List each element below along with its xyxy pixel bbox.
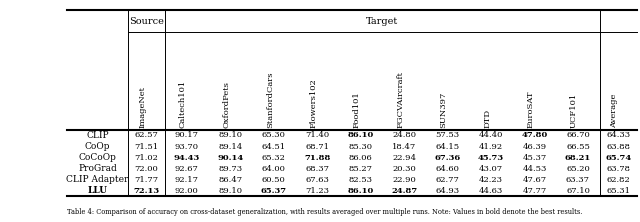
Text: 24.87: 24.87	[391, 187, 417, 195]
Text: 43.07: 43.07	[479, 165, 503, 173]
Text: 42.23: 42.23	[479, 176, 503, 184]
Text: 45.73: 45.73	[478, 154, 504, 162]
Text: 86.47: 86.47	[218, 176, 243, 184]
Text: 41.92: 41.92	[479, 143, 503, 151]
Text: UCF101: UCF101	[570, 92, 578, 128]
Text: Flowers102: Flowers102	[309, 78, 317, 128]
Text: 44.63: 44.63	[479, 187, 503, 195]
Text: Source: Source	[129, 17, 164, 26]
Text: 64.51: 64.51	[262, 143, 286, 151]
Text: 72.13: 72.13	[134, 187, 159, 195]
Text: 90.14: 90.14	[217, 154, 243, 162]
Text: EuroSAT: EuroSAT	[527, 90, 534, 128]
Text: 60.50: 60.50	[262, 176, 285, 184]
Text: Average: Average	[611, 93, 618, 128]
Text: 82.53: 82.53	[349, 176, 372, 184]
Text: 89.10: 89.10	[218, 131, 243, 139]
Text: 44.53: 44.53	[522, 165, 547, 173]
Text: 86.10: 86.10	[348, 187, 374, 195]
Text: 92.67: 92.67	[175, 165, 199, 173]
Text: 89.10: 89.10	[218, 187, 243, 195]
Text: Target: Target	[366, 17, 399, 26]
Text: 20.30: 20.30	[392, 165, 416, 173]
Text: 63.88: 63.88	[606, 143, 630, 151]
Text: 71.40: 71.40	[305, 131, 329, 139]
Text: ProGrad: ProGrad	[78, 164, 117, 173]
Text: 63.37: 63.37	[566, 176, 590, 184]
Text: ImageNet: ImageNet	[139, 86, 147, 128]
Text: 57.53: 57.53	[436, 131, 460, 139]
Text: StanfordCars: StanfordCars	[266, 71, 274, 128]
Text: 44.40: 44.40	[479, 131, 503, 139]
Text: 71.77: 71.77	[134, 176, 159, 184]
Text: Table 4: Comparison of accuracy on cross-dataset generalization, with results av: Table 4: Comparison of accuracy on cross…	[67, 208, 582, 216]
Text: 90.17: 90.17	[175, 131, 199, 139]
Text: 71.88: 71.88	[304, 154, 330, 162]
Text: 94.43: 94.43	[173, 154, 200, 162]
Text: 65.32: 65.32	[262, 154, 285, 162]
Text: 85.30: 85.30	[349, 143, 372, 151]
Text: 64.00: 64.00	[262, 165, 285, 173]
Text: 22.90: 22.90	[392, 176, 416, 184]
Text: CoCoOp: CoCoOp	[79, 153, 116, 162]
Text: 72.00: 72.00	[134, 165, 159, 173]
Text: DTD: DTD	[483, 109, 491, 128]
Text: LLU: LLU	[88, 186, 108, 195]
Text: 47.67: 47.67	[522, 176, 547, 184]
Text: 67.10: 67.10	[566, 187, 590, 195]
Text: 64.15: 64.15	[436, 143, 460, 151]
Text: 89.14: 89.14	[218, 143, 243, 151]
Text: 65.74: 65.74	[605, 154, 632, 162]
Text: FGCVAircraft: FGCVAircraft	[396, 71, 404, 128]
Text: 62.77: 62.77	[436, 176, 460, 184]
Text: 45.37: 45.37	[522, 154, 547, 162]
Text: 18.47: 18.47	[392, 143, 416, 151]
Text: 65.37: 65.37	[260, 187, 287, 195]
Text: 68.21: 68.21	[565, 154, 591, 162]
Text: 64.93: 64.93	[436, 187, 460, 195]
Text: 63.78: 63.78	[606, 165, 630, 173]
Text: 89.73: 89.73	[218, 165, 243, 173]
Text: 71.51: 71.51	[134, 143, 159, 151]
Text: 92.00: 92.00	[175, 187, 199, 195]
Text: 47.77: 47.77	[522, 187, 547, 195]
Text: 47.80: 47.80	[522, 131, 548, 139]
Text: 24.80: 24.80	[392, 131, 416, 139]
Text: 65.20: 65.20	[566, 165, 590, 173]
Text: 92.17: 92.17	[175, 176, 199, 184]
Text: 62.82: 62.82	[606, 176, 630, 184]
Text: 71.02: 71.02	[134, 154, 159, 162]
Text: OxfordPets: OxfordPets	[222, 81, 230, 128]
Text: CLIP: CLIP	[86, 131, 109, 140]
Text: 68.71: 68.71	[305, 143, 329, 151]
Text: 67.63: 67.63	[305, 176, 329, 184]
Text: 62.57: 62.57	[134, 131, 159, 139]
Text: 64.33: 64.33	[606, 131, 630, 139]
Text: Caltech101: Caltech101	[179, 79, 187, 128]
Text: 46.39: 46.39	[522, 143, 547, 151]
Text: 93.70: 93.70	[175, 143, 199, 151]
Text: SUN397: SUN397	[440, 91, 447, 128]
Text: 66.55: 66.55	[566, 143, 590, 151]
Text: 65.31: 65.31	[606, 187, 630, 195]
Text: 65.30: 65.30	[262, 131, 285, 139]
Text: 67.36: 67.36	[435, 154, 461, 162]
Text: 86.10: 86.10	[348, 131, 374, 139]
Text: 71.23: 71.23	[305, 187, 329, 195]
Text: 22.94: 22.94	[392, 154, 416, 162]
Text: CLIP Adapter: CLIP Adapter	[67, 175, 129, 184]
Text: 85.27: 85.27	[349, 165, 372, 173]
Text: 68.37: 68.37	[305, 165, 329, 173]
Text: 66.70: 66.70	[566, 131, 590, 139]
Text: Food101: Food101	[353, 91, 361, 128]
Text: 86.06: 86.06	[349, 154, 372, 162]
Text: 64.60: 64.60	[436, 165, 460, 173]
Text: CoOp: CoOp	[85, 142, 110, 151]
